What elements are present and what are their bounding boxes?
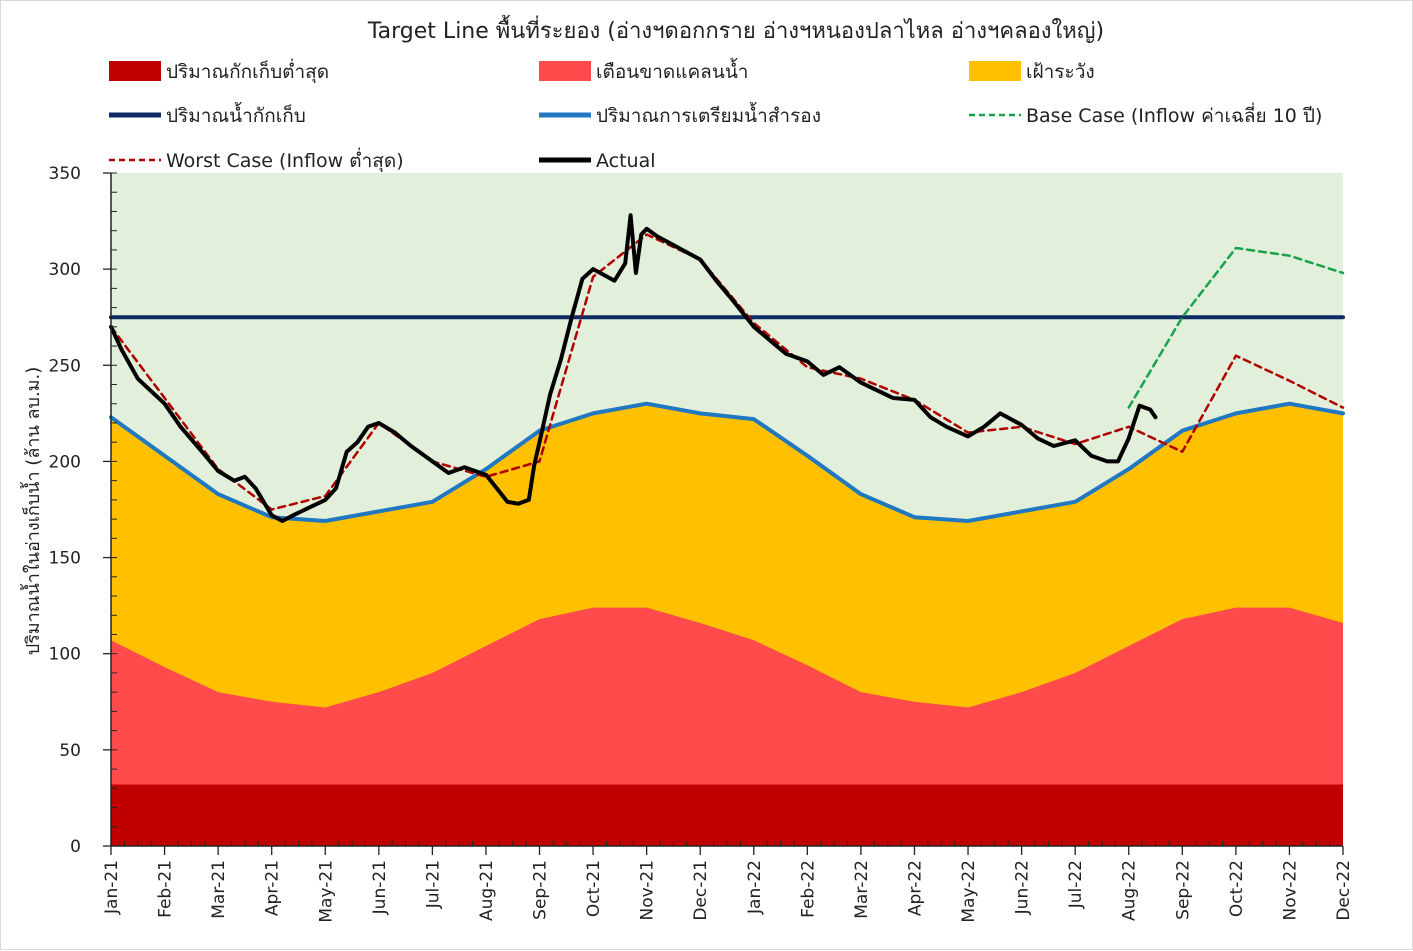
x-tick-label: Jan-21 — [102, 860, 122, 915]
series-line — [1127, 246, 1345, 409]
x-tick-label: Aug-22 — [1120, 860, 1140, 921]
legend-label: เฝ้าระวัง — [1026, 61, 1095, 83]
series-line — [109, 401, 1345, 523]
x-tick-label: Dec-21 — [691, 860, 711, 921]
x-tick-label: Jul-21 — [423, 860, 443, 909]
legend-label: Actual — [596, 150, 656, 172]
x-tick-label: Mar-21 — [209, 860, 229, 919]
legend-item: ปริมาณกักเก็บต่ำสุด — [109, 58, 329, 84]
legend-label: Worst Case (Inflow ต่ำสุด) — [166, 147, 404, 173]
y-tick-label: 250 — [49, 356, 81, 376]
x-tick-label: Jul-22 — [1066, 860, 1086, 909]
x-tick-label: Mar-22 — [852, 860, 872, 919]
x-tick-label: Jan-22 — [745, 860, 765, 915]
y-tick-label: 350 — [49, 164, 81, 184]
legend-label: Base Case (Inflow ค่าเฉลี่ย 10 ปี) — [1026, 102, 1322, 127]
x-tick-label: Feb-22 — [798, 860, 818, 918]
x-tick-label: Sep-21 — [531, 860, 551, 920]
legend-label: เตือนขาดแคลนน้ำ — [596, 58, 748, 83]
x-tick-label: Nov-21 — [638, 860, 658, 921]
legend-label: ปริมาณการเตรียมน้ำสำรอง — [596, 102, 821, 127]
legend-item: Worst Case (Inflow ต่ำสุด) — [109, 147, 404, 173]
x-tick-label: Feb-21 — [156, 860, 176, 918]
y-tick-label: 200 — [49, 452, 81, 472]
legend: ปริมาณกักเก็บต่ำสุด เตือนขาดแคลนน้ำ เฝ้าระ… — [109, 58, 1322, 173]
x-tick-label: Dec-22 — [1334, 860, 1354, 921]
plot-area — [109, 173, 1345, 846]
legend-swatch — [969, 61, 1021, 81]
y-tick-label: 100 — [49, 645, 81, 665]
y-tick-label: 50 — [59, 741, 81, 761]
x-tick-label: Oct-22 — [1227, 860, 1247, 917]
y-tick-label: 0 — [70, 837, 81, 857]
x-tick-label: Sep-22 — [1173, 860, 1193, 920]
x-tick-label: Oct-21 — [584, 860, 604, 917]
legend-swatch — [539, 61, 591, 81]
x-tick-label: May-22 — [959, 860, 979, 923]
series-line — [109, 213, 1158, 523]
area-c00000 — [111, 784, 1343, 846]
x-tick-label: Jun-22 — [1013, 860, 1033, 915]
y-tick-label: 150 — [49, 549, 81, 569]
axes: 0 50 100 150 200 250 300 350 Jan-21 Feb-21 Mar-21 A… — [49, 164, 1354, 923]
legend-item: Base Case (Inflow ค่าเฉลี่ย 10 ปี) — [969, 102, 1322, 127]
x-tick-label: Apr-21 — [263, 860, 283, 916]
legend-item: เฝ้าระวัง — [969, 61, 1095, 83]
y-tick-label: 300 — [49, 260, 81, 280]
legend-item: ปริมาณน้ำกักเก็บ — [109, 102, 306, 127]
legend-item: Actual — [539, 150, 656, 172]
legend-item: เตือนขาดแคลนน้ำ — [539, 58, 748, 83]
x-tick-label: Nov-22 — [1280, 860, 1300, 921]
legend-label: ปริมาณน้ำกักเก็บ — [166, 102, 306, 127]
x-tick-label: May-21 — [316, 860, 336, 923]
chart-title: Target Line พื้นที่ระยอง (อ่างฯดอกกราย อ… — [367, 15, 1104, 44]
y-axis-title: ปริมาณน้ำในอ่างเก็บน้ำ (ล้าน ลบ.ม.) — [20, 367, 44, 656]
x-tick-label: Aug-21 — [477, 860, 497, 921]
x-tick-label: Apr-22 — [905, 860, 925, 916]
legend-item: ปริมาณการเตรียมน้ำสำรอง — [539, 102, 821, 127]
x-tick-label: Jun-21 — [370, 860, 390, 915]
legend-swatch — [109, 61, 161, 81]
legend-label: ปริมาณกักเก็บต่ำสุด — [166, 58, 329, 84]
